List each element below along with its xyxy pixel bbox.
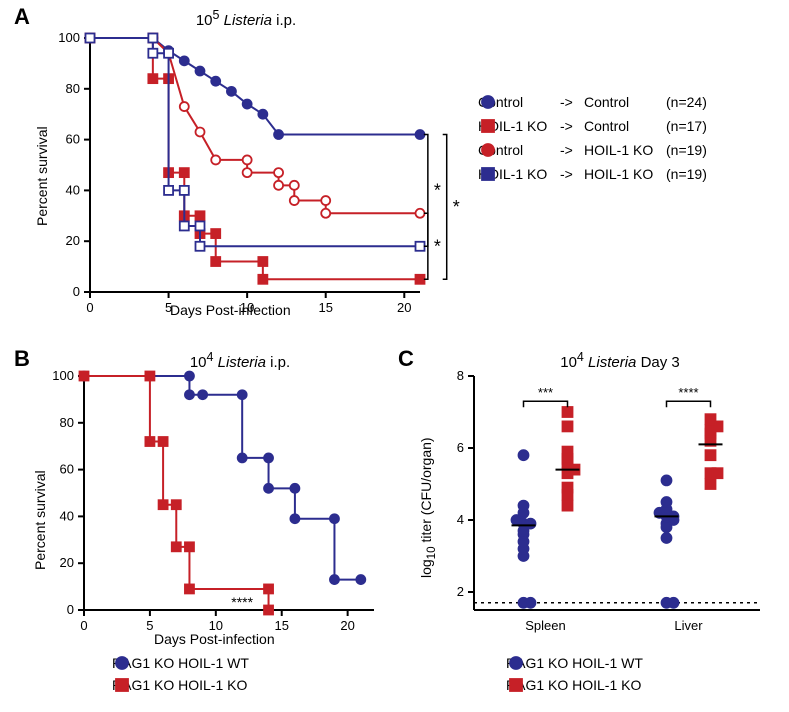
svg-text:2: 2 <box>457 584 464 599</box>
panel-c-ylabel: log10 titer (CFU/organ) <box>418 437 438 578</box>
panel-a-ylabel: Percent survival <box>34 126 50 226</box>
svg-text:15: 15 <box>274 618 288 633</box>
panel-b-legend: RAG1 KO HOIL-1 WTRAG1 KO HOIL-1 KO <box>112 652 249 696</box>
svg-text:0: 0 <box>73 284 80 299</box>
svg-text:Liver: Liver <box>674 618 703 633</box>
svg-text:5: 5 <box>146 618 153 633</box>
svg-text:10: 10 <box>209 618 223 633</box>
svg-text:60: 60 <box>60 462 74 477</box>
panel-a-label: A <box>14 4 30 30</box>
svg-text:100: 100 <box>52 368 74 383</box>
panel-b-chart: 05101520020406080100**** <box>74 370 384 620</box>
svg-text:*: * <box>434 180 441 200</box>
svg-text:4: 4 <box>457 512 464 527</box>
panel-a-chart: 05101520020406080100*** <box>80 32 420 292</box>
svg-text:40: 40 <box>66 182 80 197</box>
svg-text:***: *** <box>538 385 553 400</box>
svg-text:80: 80 <box>66 81 80 96</box>
panel-c-chart: 2468Spleen***Liver**** <box>460 370 780 620</box>
svg-text:6: 6 <box>457 440 464 455</box>
svg-text:5: 5 <box>165 300 172 315</box>
svg-text:20: 20 <box>397 300 411 315</box>
svg-text:****: **** <box>678 385 698 400</box>
svg-text:10: 10 <box>240 300 254 315</box>
panel-c-legend: RAG1 KO HOIL-1 WTRAG1 KO HOIL-1 KO <box>506 652 643 696</box>
svg-text:20: 20 <box>60 555 74 570</box>
svg-text:40: 40 <box>60 508 74 523</box>
panel-b-ylabel: Percent survival <box>32 470 48 570</box>
svg-text:20: 20 <box>340 618 354 633</box>
panel-b-label: B <box>14 346 30 372</box>
svg-text:20: 20 <box>66 233 80 248</box>
svg-text:0: 0 <box>86 300 93 315</box>
panel-a-legend: Control-> Control(n=24)HOIL-1 KO-> Contr… <box>478 90 707 186</box>
svg-text:*: * <box>434 236 441 256</box>
panel-b-xlabel: Days Post-infection <box>154 631 275 647</box>
svg-text:8: 8 <box>457 368 464 383</box>
panel-a-title: 105 Listeria i.p. <box>146 8 346 29</box>
svg-text:0: 0 <box>80 618 87 633</box>
panel-b-title: 104 Listeria i.p. <box>140 350 340 371</box>
svg-text:****: **** <box>231 594 253 610</box>
svg-text:Spleen: Spleen <box>525 618 565 633</box>
panel-c-title: 104 Listeria Day 3 <box>520 350 720 371</box>
svg-text:15: 15 <box>318 300 332 315</box>
panel-c-label: C <box>398 346 414 372</box>
svg-text:0: 0 <box>67 602 74 617</box>
svg-text:*: * <box>453 197 460 217</box>
svg-text:100: 100 <box>58 30 80 45</box>
svg-text:60: 60 <box>66 132 80 147</box>
svg-text:80: 80 <box>60 415 74 430</box>
panel-a-xlabel: Days Post-infection <box>170 302 291 318</box>
